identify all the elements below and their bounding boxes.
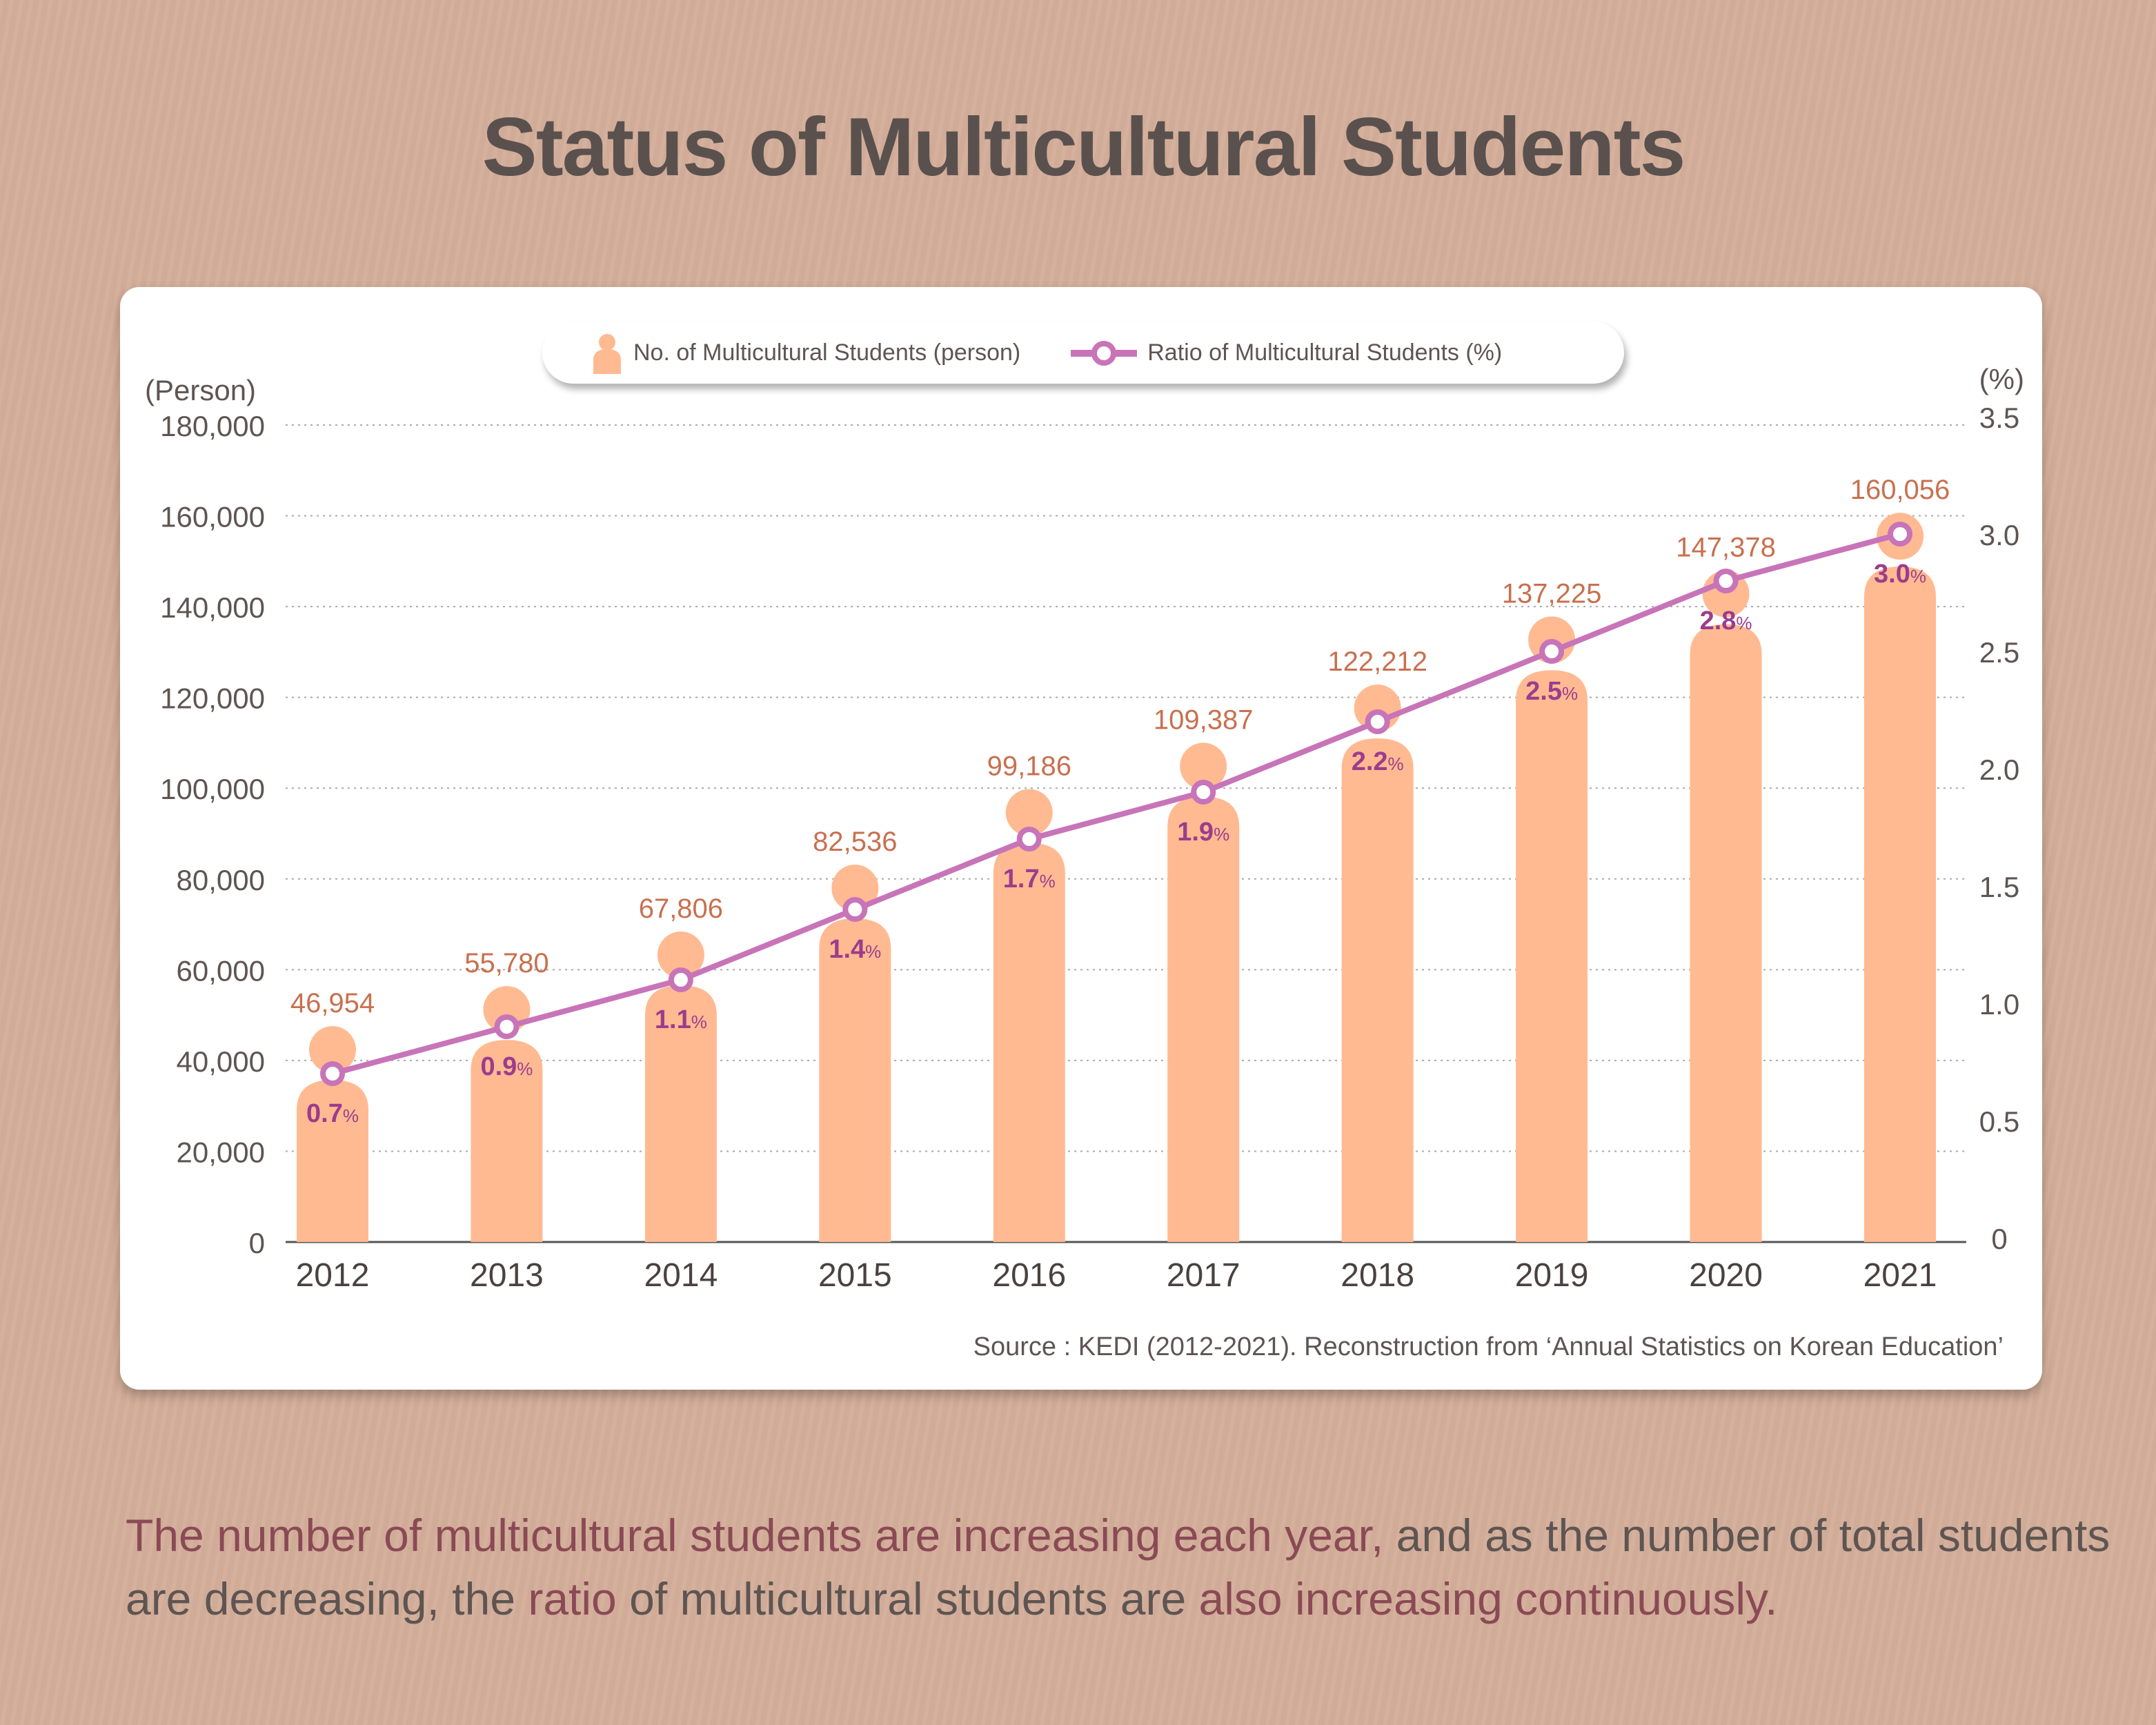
chart-plot: (Person) (%) 0 20,000 40,000 60,000 80,000 100,… xyxy=(145,363,2024,1294)
bar-body xyxy=(644,985,717,1242)
chart-source: Source : KEDI (2012-2021). Reconstructio… xyxy=(973,1333,2004,1362)
line-marker-icon xyxy=(1070,340,1137,365)
x-axis-tick: 2018 xyxy=(1341,1257,1414,1294)
x-axis-tick: 2014 xyxy=(644,1257,718,1294)
ratio-point xyxy=(1888,522,1912,546)
person-icon xyxy=(593,333,621,373)
ratio-unit: % xyxy=(865,941,881,962)
x-axis-tick: 2021 xyxy=(1863,1257,1937,1294)
ratio-point xyxy=(1191,780,1216,805)
ratio-point xyxy=(1713,569,1739,593)
left-axis-tick: 140,000 xyxy=(160,591,265,624)
left-axis-tick: 0 xyxy=(249,1227,265,1259)
left-axis-tick: 20,000 xyxy=(177,1136,265,1168)
legend-label-ratio: Ratio of Multicultural Students (%) xyxy=(1147,339,1503,365)
left-axis-tick: 40,000 xyxy=(177,1045,265,1078)
right-axis-tick: 1.0 xyxy=(1979,988,2019,1021)
bar-body xyxy=(1341,738,1414,1242)
bar-body xyxy=(297,1080,368,1242)
chart-card: No. of Multicultural Students (person) R… xyxy=(120,287,2042,1390)
ratio-unit: % xyxy=(343,1105,359,1126)
ratio-unit: % xyxy=(1910,566,1926,586)
bar-head xyxy=(1005,789,1053,836)
bar-body xyxy=(993,842,1065,1242)
ratio-unit: % xyxy=(1388,753,1404,774)
ratio-point xyxy=(1365,709,1390,734)
caption-highlight-3: also increasing continuously. xyxy=(1198,1573,1778,1624)
left-axis-tick: 160,000 xyxy=(160,501,265,533)
left-axis-tick: 80,000 xyxy=(177,864,265,896)
right-axis-tick: 0.5 xyxy=(1979,1105,2019,1138)
bar-body xyxy=(471,1040,543,1242)
bar-head xyxy=(831,865,879,912)
ratio-label: 0.7% xyxy=(306,1099,359,1128)
right-axis-tick: 1.5 xyxy=(1979,871,2019,903)
bar-value-label: 55,780 xyxy=(464,948,548,978)
ratio-label: 2.8% xyxy=(1700,607,1752,635)
x-axis-tick: 2017 xyxy=(1167,1257,1240,1294)
ratio-line xyxy=(331,531,1901,1076)
left-axis-title: (Person) xyxy=(145,374,256,406)
right-axis-tick: 2.5 xyxy=(1979,636,2019,669)
left-axis-tick: 100,000 xyxy=(160,773,265,805)
ratio-point xyxy=(320,1061,345,1086)
legend-item-students: No. of Multicultural Students (person) xyxy=(592,332,1020,373)
x-axis-tick: 2016 xyxy=(992,1257,1066,1294)
x-axis-tick: 2013 xyxy=(470,1257,544,1294)
bar-value-label: 109,387 xyxy=(1154,704,1254,735)
bar-value-label: 46,954 xyxy=(290,988,375,1018)
caption-highlight-1: The number of multicultural students are… xyxy=(126,1510,1384,1561)
left-axis-tick: 60,000 xyxy=(177,954,265,987)
ratio-point xyxy=(494,1014,520,1039)
caption-highlight-2: ratio xyxy=(528,1573,617,1624)
right-axis-tick: 3.5 xyxy=(1979,402,2019,434)
bar-value-label: 160,056 xyxy=(1850,475,1950,505)
bar-body xyxy=(1864,566,1936,1242)
bar-head xyxy=(309,1026,356,1074)
bar-head xyxy=(657,931,704,978)
bar-value-label: 137,225 xyxy=(1502,578,1602,609)
bar-body xyxy=(1516,670,1588,1242)
bar-value-label: 147,378 xyxy=(1676,533,1776,563)
chart-legend: No. of Multicultural Students (person) R… xyxy=(542,322,1624,384)
caption-text-1: and as the number of total students are … xyxy=(126,1510,2110,1624)
x-axis-tick: 2019 xyxy=(1515,1257,1589,1294)
legend-item-ratio: Ratio of Multicultural Students (%) xyxy=(1070,337,1502,368)
left-axis-tick: 120,000 xyxy=(160,682,265,715)
legend-label-students: No. of Multicultural Students (person) xyxy=(633,339,1021,365)
ratio-point xyxy=(842,897,868,922)
ratio-label: 1.7% xyxy=(1003,865,1056,894)
x-axis-tick: 2012 xyxy=(296,1257,370,1294)
ratio-unit: % xyxy=(1040,871,1056,891)
bar-value-label: 122,212 xyxy=(1327,647,1427,677)
ratio-unit: % xyxy=(1736,613,1752,633)
caption-text-2: of multicultural students are xyxy=(616,1573,1199,1624)
x-axis-tick: 2015 xyxy=(818,1257,892,1294)
ratio-point xyxy=(1016,827,1042,851)
right-axis-tick: 2.0 xyxy=(1979,753,2019,786)
right-axis-title: (%) xyxy=(1979,363,2024,395)
ratio-label: 1.9% xyxy=(1177,818,1229,847)
right-axis-tick: 3.0 xyxy=(1979,519,2019,551)
ratio-unit: % xyxy=(1214,824,1229,845)
caption: The number of multicultural students are… xyxy=(126,1504,2156,1631)
ratio-point xyxy=(1539,639,1565,664)
ratio-unit: % xyxy=(517,1058,533,1079)
bar-value-label: 67,806 xyxy=(639,894,723,924)
x-axis-tick: 2020 xyxy=(1689,1257,1763,1294)
ratio-unit: % xyxy=(691,1012,707,1032)
bar-head xyxy=(1180,742,1227,790)
bar-body xyxy=(1167,796,1240,1242)
bar-value-label: 99,186 xyxy=(987,751,1071,782)
bar-value-label: 82,536 xyxy=(813,827,897,857)
bar-body xyxy=(819,918,891,1242)
ratio-point xyxy=(668,967,693,992)
ratio-unit: % xyxy=(1562,683,1578,704)
ratio-label: 3.0% xyxy=(1874,560,1926,589)
right-axis-tick: 0 xyxy=(1991,1223,2007,1255)
page-title: Status of Multicultural Students xyxy=(482,101,1686,193)
left-axis-tick: 180,000 xyxy=(160,410,265,442)
bar-body xyxy=(1690,624,1762,1242)
